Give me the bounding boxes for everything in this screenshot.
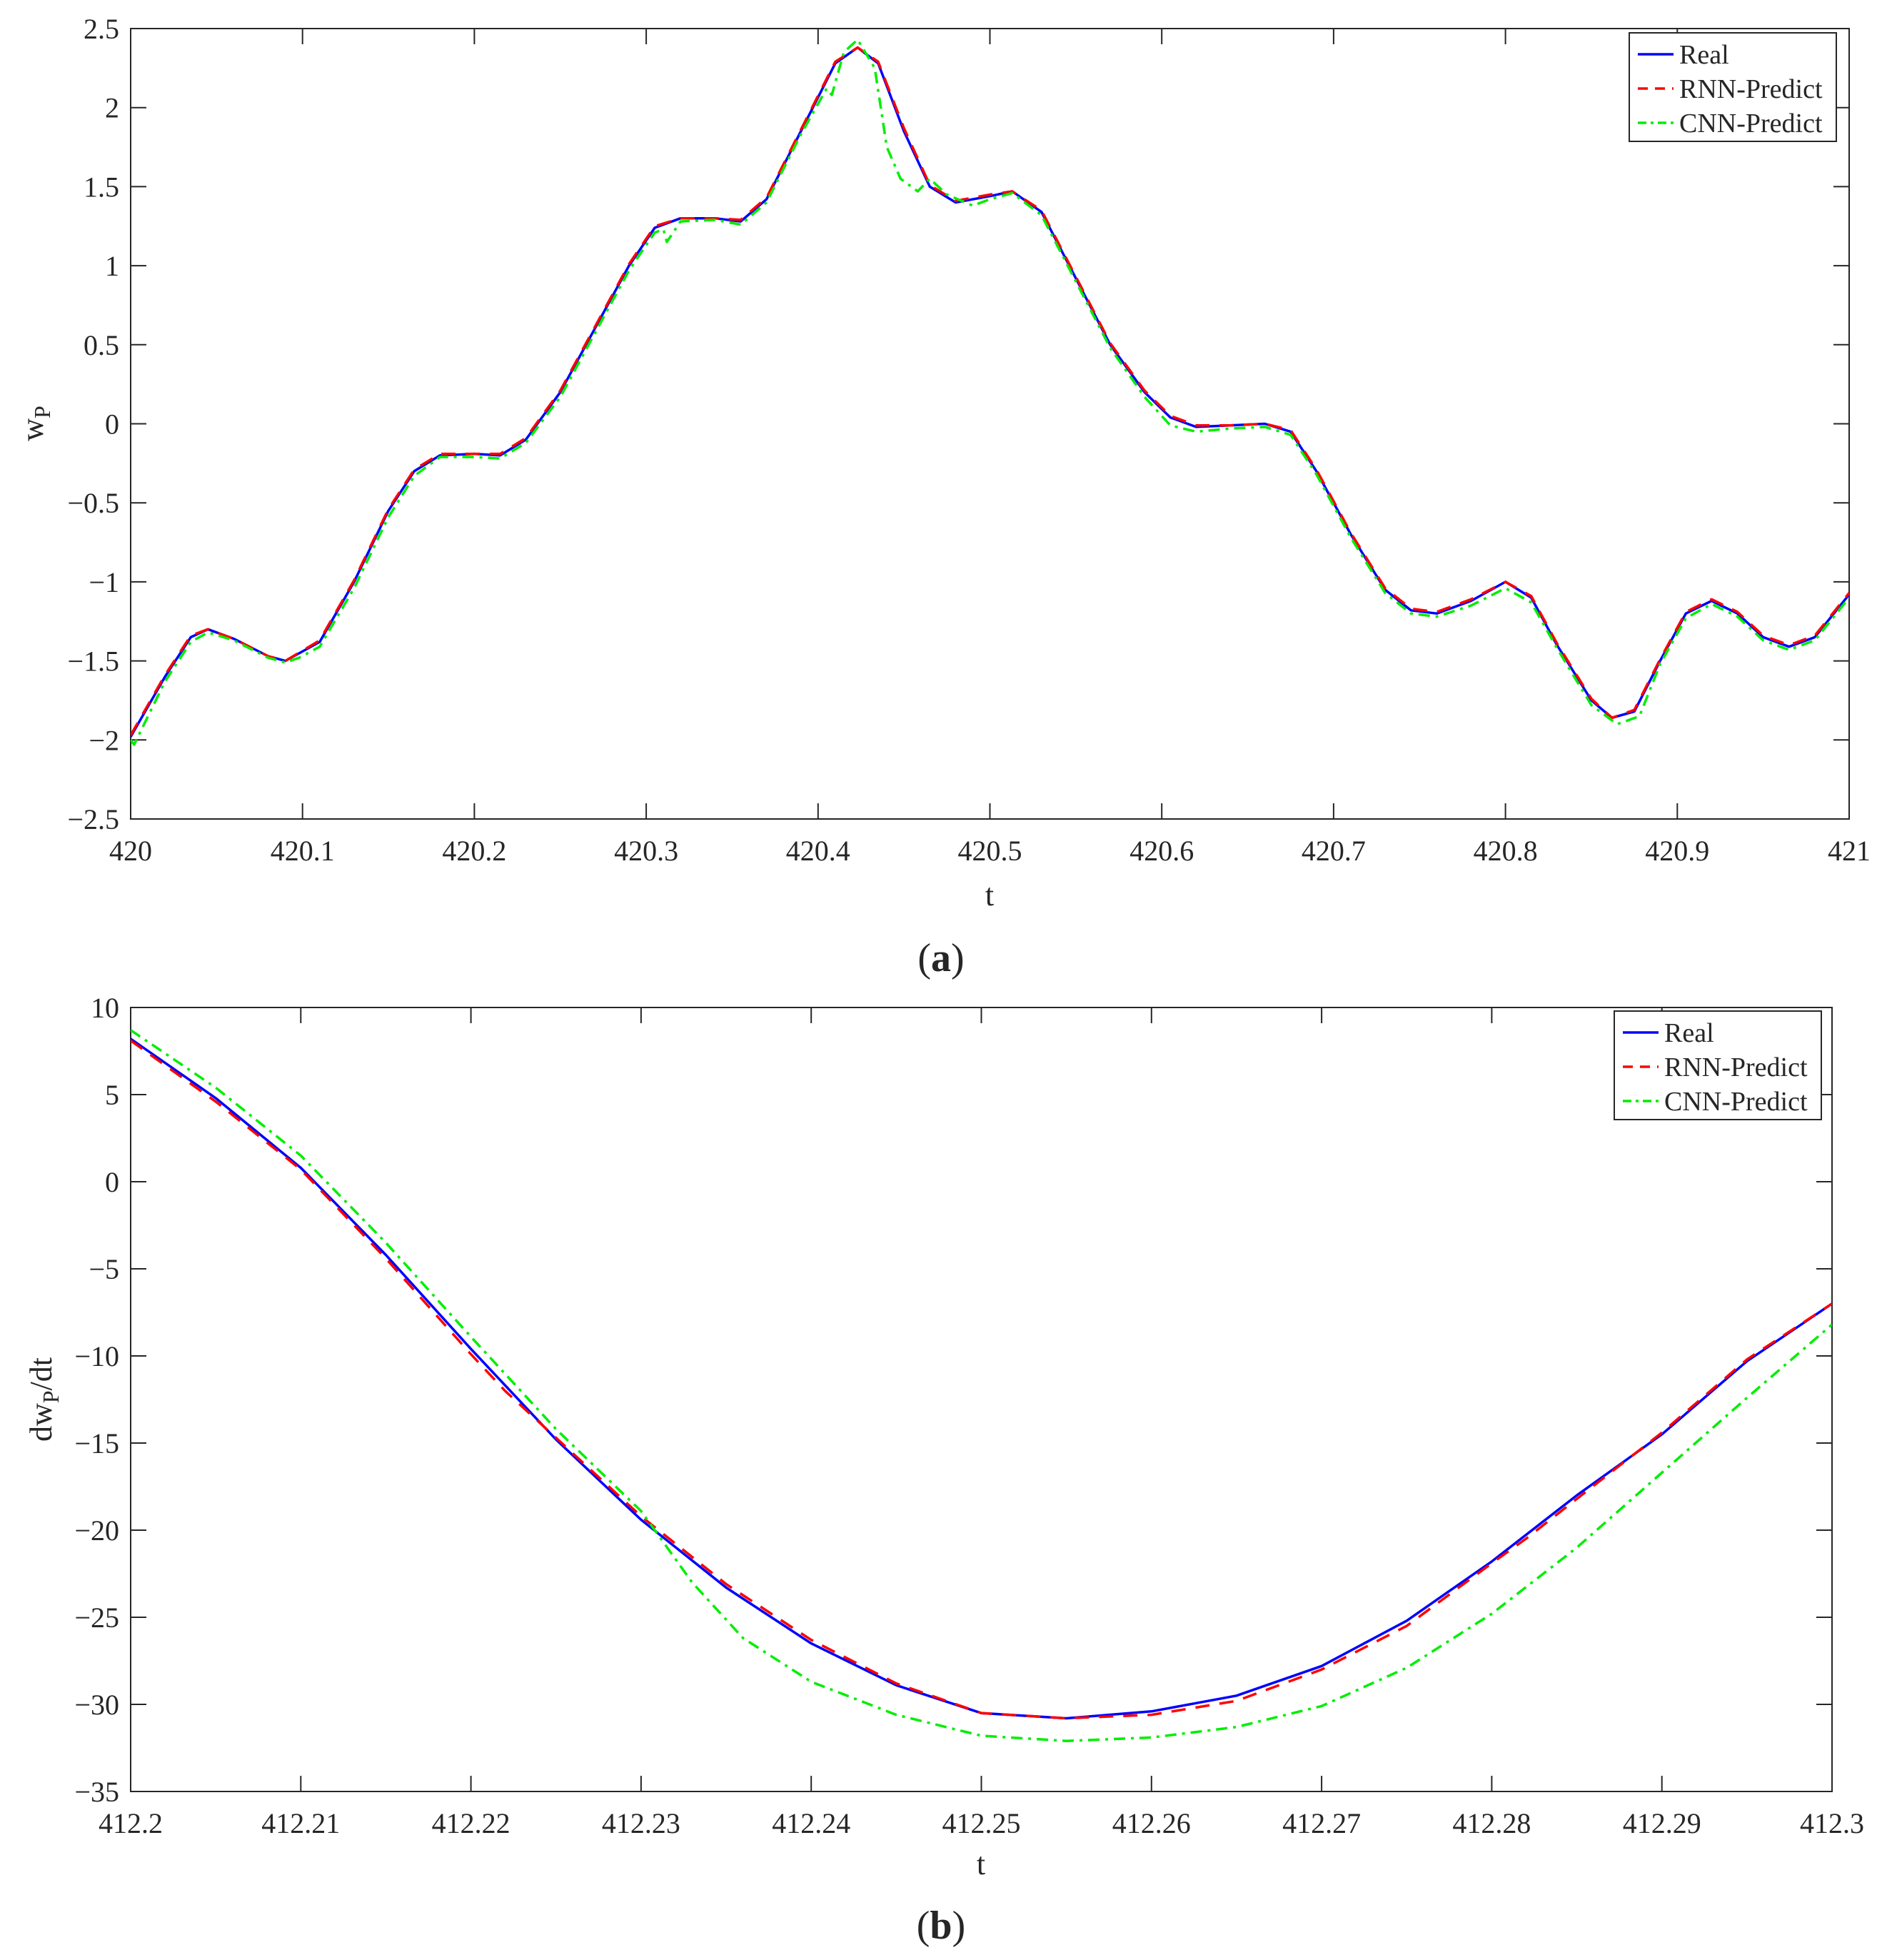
y-tick-label: 1 — [105, 250, 119, 282]
x-tick-label: 420.7 — [1302, 835, 1366, 867]
x-tick-label: 412.24 — [772, 1807, 850, 1839]
panel-caption-b: (b) — [917, 1904, 965, 1948]
x-tick-label: 412.23 — [602, 1807, 680, 1839]
plot-frame-a — [130, 28, 1850, 820]
series-line-cnn-predict — [131, 1029, 1832, 1742]
panel-b: 412.2 412.21 412.22 412.23 412.24 412.25 412.2… — [24, 992, 1864, 1948]
y-tick-label: 5 — [105, 1079, 119, 1111]
series-line-rnn-predict — [131, 46, 1849, 736]
x-ticks-a: 420 420.1 420.2 420.3 420.4 420.5 420.6 420.7 42… — [109, 29, 1871, 867]
series-line-rnn-predict — [131, 1039, 1832, 1720]
y-tick-label: −5 — [89, 1253, 119, 1285]
y-tick-label: 0.5 — [84, 329, 119, 361]
y-tick-label: 10 — [91, 992, 119, 1024]
y-tick-label: −25 — [74, 1602, 119, 1634]
y-tick-label: 0 — [105, 408, 119, 441]
x-tick-label: 420.6 — [1129, 835, 1194, 867]
x-tick-label: 420 — [109, 835, 152, 867]
y-tick-label: 2 — [105, 92, 119, 124]
x-tick-label: 421 — [1828, 835, 1871, 867]
legend-entry-label: Real — [1679, 40, 1729, 70]
y-tick-label: 2.5 — [84, 13, 119, 45]
y-ticks-b: 10 5 0 −5 −10 −15 −20 −25 −30 −35 — [74, 992, 1832, 1808]
y-tick-label: −1 — [89, 566, 119, 598]
x-tick-label: 420.9 — [1645, 835, 1709, 867]
y-axis-label-a: wP — [15, 406, 55, 441]
x-tick-label: 412.26 — [1112, 1807, 1191, 1839]
x-tick-label: 420.4 — [786, 835, 850, 867]
y-ticks-a: 2.5 2 1.5 1 0.5 0 −0.5 −1 −1.5 −2 −2.5 — [67, 13, 1849, 835]
y-tick-label: 0 — [105, 1166, 119, 1198]
y-tick-label: 1.5 — [84, 171, 119, 203]
y-tick-label: −35 — [74, 1776, 119, 1808]
y-tick-label: −15 — [74, 1427, 119, 1459]
x-tick-label: 412.27 — [1282, 1807, 1361, 1839]
x-tick-label: 420.5 — [958, 835, 1022, 867]
x-ticks-b: 412.2 412.21 412.22 412.23 412.24 412.25 412.2… — [99, 1007, 1864, 1839]
x-tick-label: 412.3 — [1800, 1807, 1864, 1839]
x-tick-label: 412.25 — [942, 1807, 1021, 1839]
x-tick-label: 420.2 — [442, 835, 506, 867]
series-a — [131, 38, 1849, 746]
x-tick-label: 412.2 — [99, 1807, 163, 1839]
y-axis-label-b: dwP/dt — [24, 1357, 64, 1442]
legend-b: Real RNN-Predict CNN-Predict — [1614, 1010, 1822, 1120]
series-line-cnn-predict — [131, 38, 1849, 746]
legend-entry-label: CNN-Predict — [1679, 109, 1823, 139]
series-b — [131, 1029, 1832, 1742]
legend-entry-label: RNN-Predict — [1664, 1052, 1808, 1082]
y-tick-label: −2.5 — [67, 803, 119, 835]
y-tick-label: −20 — [74, 1514, 119, 1547]
x-tick-label: 412.28 — [1452, 1807, 1531, 1839]
x-tick-label: 412.21 — [261, 1807, 340, 1839]
y-tick-label: −1.5 — [67, 645, 119, 678]
x-tick-label: 420.3 — [614, 835, 678, 867]
legend-entry-label: CNN-Predict — [1664, 1087, 1808, 1117]
x-axis-label-b: t — [977, 1846, 985, 1881]
legend-entry-label: Real — [1664, 1018, 1714, 1048]
panel-caption-a: (a) — [917, 936, 964, 980]
x-tick-label: 412.22 — [432, 1807, 510, 1839]
x-tick-label: 420.1 — [271, 835, 335, 867]
y-tick-label: −0.5 — [67, 487, 119, 519]
legend-a: Real RNN-Predict CNN-Predict — [1629, 32, 1837, 142]
panel-a: 420 420.1 420.2 420.3 420.4 420.5 420.6 420.7 42… — [15, 13, 1871, 980]
x-tick-label: 412.29 — [1623, 1807, 1701, 1839]
x-tick-label: 420.8 — [1474, 835, 1538, 867]
plot-frame-b — [130, 1007, 1833, 1792]
y-tick-label: −30 — [74, 1689, 119, 1721]
y-tick-label: −2 — [89, 724, 119, 756]
legend-entry-label: RNN-Predict — [1679, 74, 1823, 104]
x-axis-label-a: t — [985, 878, 994, 913]
y-tick-label: −10 — [74, 1340, 119, 1372]
